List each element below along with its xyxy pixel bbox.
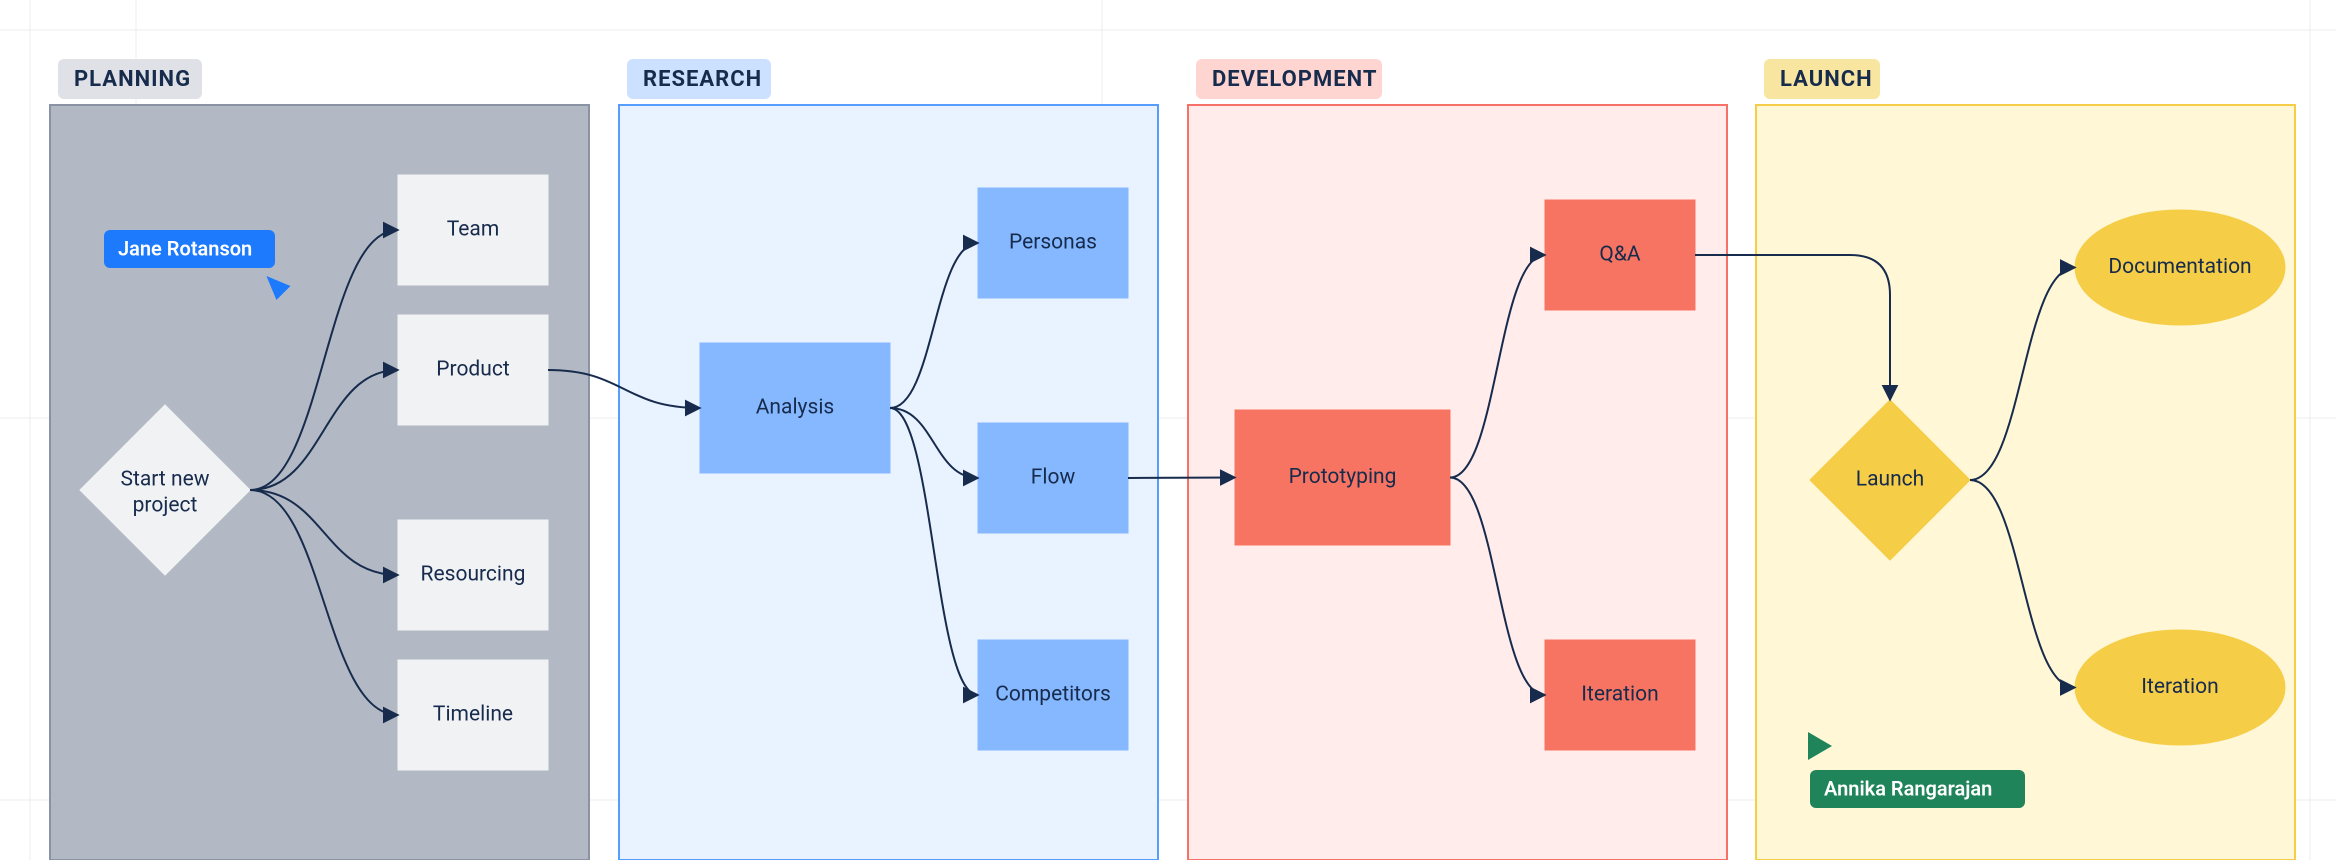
node-label-timeline: Timeline: [433, 703, 513, 727]
node-label-personas: Personas: [1009, 231, 1097, 255]
phase-label-development: DEVELOPMENT: [1212, 67, 1377, 92]
node-label-iteration1: Iteration: [1581, 683, 1658, 707]
edge-flow-to-prototyping: [1128, 478, 1235, 479]
phase-label-research: RESEARCH: [643, 67, 762, 92]
node-label-team: Team: [447, 218, 500, 242]
node-label-start-l1: Start new: [121, 468, 210, 492]
node-label-qa: Q&A: [1599, 243, 1641, 267]
phase-label-planning: PLANNING: [74, 67, 191, 92]
cursor-label-cursor-annika: Annika Rangarajan: [1824, 776, 1992, 800]
cursor-label-cursor-jane: Jane Rotanson: [118, 236, 252, 260]
node-label-documentation: Documentation: [2108, 255, 2251, 279]
node-label-product: Product: [436, 358, 510, 382]
flowchart-diagram: PLANNING RESEARCH DEVELOPMENT LAUNCH Start n…: [0, 0, 2336, 860]
node-label-iteration2: Iteration: [2141, 675, 2218, 699]
node-label-flow: Flow: [1031, 466, 1076, 490]
phase-label-launch: LAUNCH: [1780, 67, 1873, 92]
node-label-competitors: Competitors: [995, 683, 1111, 707]
node-label-start-l2: project: [133, 494, 198, 518]
node-label-analysis: Analysis: [756, 396, 835, 420]
node-label-prototyping: Prototyping: [1289, 465, 1397, 489]
node-label-resourcing: Resourcing: [421, 563, 526, 587]
node-label-launchnode: Launch: [1856, 468, 1924, 492]
